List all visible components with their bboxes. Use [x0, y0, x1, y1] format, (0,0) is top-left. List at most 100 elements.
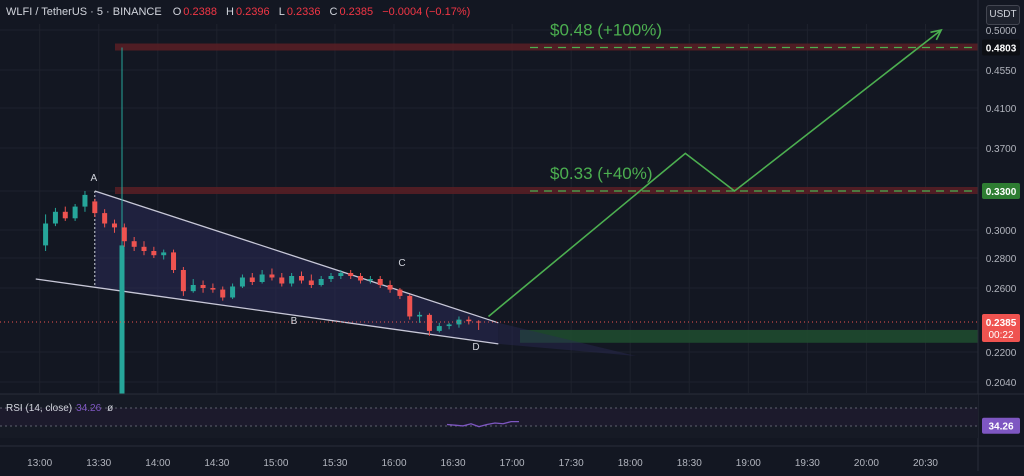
rsi-legend[interactable]: RSI (14, close) 34.26 ø — [6, 403, 113, 414]
candle-body — [119, 245, 125, 397]
candle-down — [358, 273, 364, 284]
price-tick-label: 0.2040 — [986, 378, 1017, 389]
low-label: L — [278, 6, 285, 18]
close-value: 0.2385 — [339, 6, 374, 18]
time-tick-label: 19:30 — [795, 458, 820, 469]
countdown-tag: 00:22 — [988, 330, 1013, 341]
candle-body — [269, 274, 275, 278]
rsi-line — [446, 420, 519, 428]
candle-up — [119, 237, 125, 397]
currency-button[interactable]: USDT — [986, 5, 1020, 25]
candle-down — [298, 271, 304, 284]
candle-body — [367, 279, 373, 281]
low-value: 0.2336 — [286, 6, 321, 18]
candle-body — [426, 314, 432, 331]
candle-body — [210, 288, 216, 290]
candle-up — [82, 191, 88, 212]
time-tick-label: 18:30 — [677, 458, 702, 469]
candle-body — [239, 277, 245, 287]
candle-body — [279, 277, 285, 284]
candle-down — [210, 283, 216, 293]
candle-down — [249, 273, 255, 285]
candle-up — [436, 322, 442, 333]
rsi-visibility-icon[interactable]: ø — [107, 403, 114, 414]
time-tick-label: 20:00 — [854, 458, 879, 469]
candle-down — [92, 198, 98, 217]
candle-body — [180, 270, 186, 292]
candle-down — [476, 320, 482, 330]
candle-body — [230, 286, 236, 298]
candle-body — [417, 314, 423, 317]
symbol-name[interactable]: WLFI / TetherUS · 5 · BINANCE — [6, 6, 162, 18]
time-tick-label: 14:00 — [145, 458, 170, 469]
rsi-value-tag: 34.26 — [988, 422, 1013, 433]
projection-path — [487, 29, 942, 318]
candle-body — [387, 285, 393, 290]
candle-body — [200, 285, 206, 288]
time-tick-label: 13:00 — [27, 458, 52, 469]
close-label: C — [329, 6, 338, 18]
open-value: 0.2388 — [183, 6, 217, 18]
price-tick-label: 0.3700 — [986, 144, 1017, 155]
price-tick-label: 0.2600 — [986, 284, 1017, 295]
candle-down — [111, 219, 117, 233]
candle-up — [43, 214, 49, 251]
time-tick-label: 15:30 — [322, 458, 347, 469]
current-price-tag: 0.2385 — [986, 318, 1017, 329]
candle-body — [111, 223, 117, 228]
candle-up — [446, 322, 452, 330]
target-label: $0.33 (+40%) — [550, 164, 653, 183]
candle-body — [92, 201, 98, 214]
price-tick-label: 0.4100 — [986, 104, 1017, 115]
change-value: −0.0004 (−0.17%) — [382, 6, 471, 18]
candle-body — [171, 252, 177, 270]
wedge-point-label: A — [90, 173, 97, 184]
candle-body — [249, 277, 255, 282]
open-label: O — [172, 6, 182, 18]
candle-down — [466, 316, 472, 325]
candle-up — [417, 311, 423, 323]
target-label: $0.48 (+100%) — [550, 21, 662, 40]
candle-up — [190, 279, 196, 293]
candle-body — [72, 206, 78, 219]
candle-down — [131, 237, 137, 251]
candle-body — [151, 251, 157, 256]
candle-up — [259, 270, 265, 284]
candle-body — [298, 276, 304, 281]
price-tag-label: 0.3300 — [986, 187, 1017, 198]
candle-body — [43, 223, 49, 246]
price-tag-label: 0.4803 — [986, 44, 1017, 55]
candle-down — [151, 246, 157, 258]
candle-up — [328, 273, 334, 282]
price-tick-label: 0.5000 — [986, 26, 1017, 37]
candle-down — [407, 294, 413, 320]
candle-down — [397, 288, 403, 300]
candle-body — [397, 289, 403, 296]
time-tick-label: 18:00 — [618, 458, 643, 469]
wedge-lower-line — [35, 278, 499, 345]
candle-up — [338, 270, 344, 279]
time-tick-label: 16:30 — [441, 458, 466, 469]
time-tick-label: 17:00 — [500, 458, 525, 469]
wedge-point-label: B — [291, 316, 298, 327]
wedge-point-label: C — [398, 258, 405, 269]
price-tick-label: 0.4550 — [986, 66, 1017, 77]
time-tick-label: 19:00 — [736, 458, 761, 469]
candle-body — [190, 285, 196, 292]
price-tag-bg — [982, 39, 1020, 56]
candle-body — [289, 276, 295, 284]
support-band — [520, 329, 978, 343]
rsi-value-tag-bg — [982, 417, 1020, 434]
candle-down — [387, 280, 393, 293]
high-value: 0.2396 — [235, 6, 270, 18]
candle-body — [476, 321, 482, 323]
time-tick-label: 20:30 — [913, 458, 938, 469]
candle-down — [220, 286, 226, 301]
price-axis: 0.5000 0.4550 0.4100 0.3700 0.3300 0.3000 0.28… — [977, 0, 1024, 471]
time-tick-label: 13:30 — [86, 458, 111, 469]
candle-body — [436, 326, 442, 331]
candle-body — [161, 252, 167, 256]
